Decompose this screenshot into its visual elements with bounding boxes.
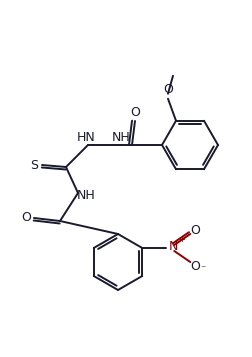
- Text: NH: NH: [112, 131, 130, 144]
- Text: O: O: [190, 223, 200, 236]
- Text: +: +: [178, 236, 185, 245]
- Text: O: O: [130, 106, 140, 119]
- Text: ⁻: ⁻: [201, 264, 206, 274]
- Text: HN: HN: [77, 131, 95, 144]
- Text: O: O: [21, 211, 31, 223]
- Text: O: O: [190, 260, 200, 272]
- Text: S: S: [30, 159, 38, 171]
- Text: O: O: [163, 83, 173, 96]
- Text: N: N: [169, 240, 178, 252]
- Text: NH: NH: [77, 188, 95, 201]
